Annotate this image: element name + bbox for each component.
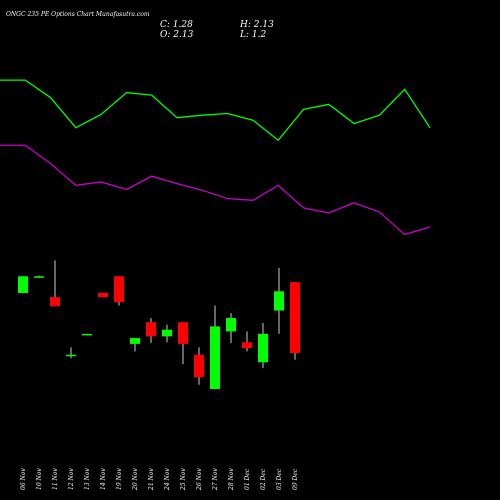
close-label: C: — [160, 20, 170, 30]
low-value: 1.2 — [252, 30, 267, 40]
x-tick-label: 10 Nov — [36, 468, 43, 490]
chart-title: ONGC 235 PE Options Chart Munafasutra.co… — [6, 11, 150, 18]
candle-body — [162, 329, 172, 337]
low-label: L: — [239, 30, 249, 40]
low-readout: L: 1.2 — [239, 30, 266, 40]
candle-body — [178, 322, 188, 344]
x-tick-label: 27 Nov — [212, 468, 219, 491]
candle-body — [34, 276, 44, 278]
candle-body — [18, 276, 28, 293]
candle-body — [66, 354, 76, 357]
candle-body — [290, 282, 300, 354]
x-tick-label: 24 Nov — [164, 468, 171, 491]
open-label: O: — [160, 30, 170, 40]
x-tick-label: 28 Nov — [228, 468, 235, 491]
high-readout: H: 2.13 — [239, 20, 274, 30]
high-label: H: — [239, 20, 251, 30]
candle-body — [98, 292, 108, 298]
open-readout: O: 2.13 — [160, 30, 194, 40]
x-tick-label: 13 Nov — [84, 468, 91, 490]
candle-body — [82, 333, 92, 336]
candle-body — [226, 318, 236, 332]
close-value: 1.28 — [173, 20, 193, 30]
candle-body — [242, 342, 252, 349]
x-tick-label: 03 Dec — [276, 468, 283, 490]
x-tick-label: 12 Nov — [68, 468, 75, 490]
candle-body — [130, 338, 140, 344]
x-tick-label: 02 Dec — [260, 468, 267, 490]
x-tick-label: 21 Nov — [148, 468, 155, 491]
x-tick-label: 26 Nov — [196, 468, 203, 491]
candle-body — [146, 322, 156, 337]
x-tick-label: 11 Nov — [52, 468, 59, 490]
candle-body — [210, 326, 220, 389]
candle-body — [50, 297, 60, 307]
x-tick-label: 19 Nov — [116, 468, 123, 490]
x-tick-label: 06 Nov — [20, 468, 27, 490]
close-readout: C: 1.28 — [160, 20, 193, 30]
high-value: 2.13 — [253, 20, 274, 30]
candle-body — [274, 291, 284, 311]
x-tick-label: 14 Nov — [100, 468, 107, 490]
open-value: 2.13 — [172, 30, 193, 40]
x-tick-label: 09 Dec — [292, 468, 299, 490]
candle-body — [114, 276, 124, 303]
x-tick-label: 20 Nov — [132, 468, 139, 491]
candle-body — [258, 333, 268, 363]
x-tick-label: 25 Nov — [180, 468, 187, 491]
candle-body — [194, 354, 204, 378]
indicator-line — [0, 144, 431, 236]
x-tick-label: 01 Dec — [244, 468, 251, 490]
indicator-line — [0, 79, 431, 142]
